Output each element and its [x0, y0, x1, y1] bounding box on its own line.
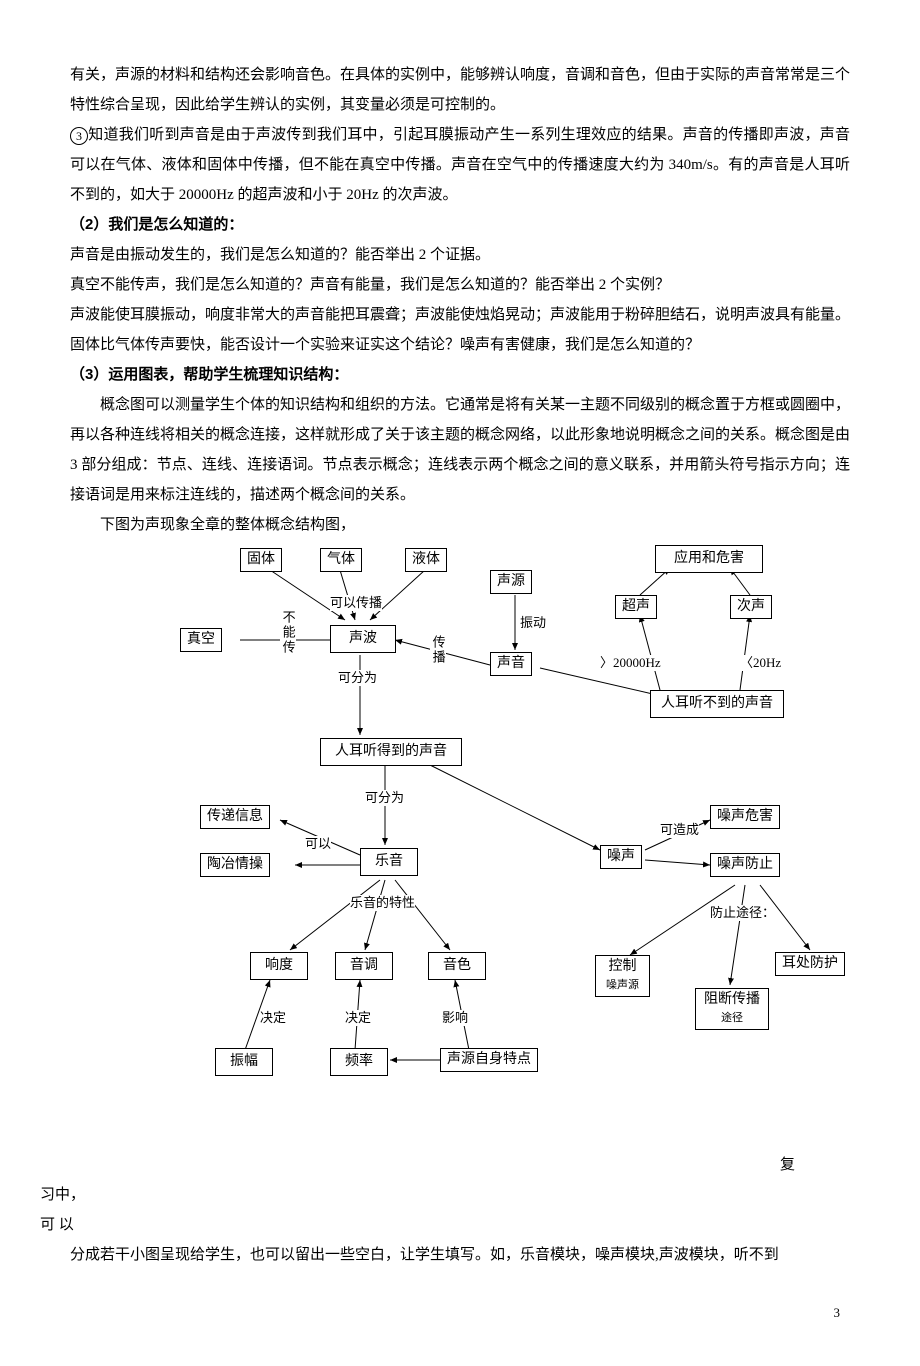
node-wave: 声波 — [330, 625, 396, 653]
node-solid: 固体 — [240, 548, 282, 572]
label-notprop: 不能传 — [280, 610, 296, 655]
node-ultra: 超声 — [615, 595, 657, 619]
node-nh: 噪声危害 — [710, 805, 780, 829]
circled-3: 3 — [70, 127, 88, 145]
heading-3: （3）运用图表，帮助学生梳理知识结构： — [70, 360, 850, 390]
hang3: 可 以 — [40, 1217, 74, 1233]
node-infra: 次声 — [730, 595, 772, 619]
label-div1: 可分为 — [338, 670, 377, 686]
hang-text: 复 习中， 可 以 — [40, 1150, 850, 1240]
label-gt: 〉20000Hz — [600, 655, 661, 671]
node-app: 应用和危害 — [655, 545, 763, 573]
heading-2: （2）我们是怎么知道的： — [70, 210, 850, 240]
label-way: 防止途径： — [710, 905, 775, 921]
label-div2: 可分为 — [365, 790, 404, 806]
node-music: 乐音 — [360, 848, 418, 876]
node-ear: 耳处防护 — [775, 952, 845, 976]
node-emo: 陶冶情操 — [200, 853, 270, 877]
node-pitch: 音调 — [335, 952, 393, 980]
node-info: 传递信息 — [200, 805, 270, 829]
node-noise: 噪声 — [600, 845, 642, 869]
hang1: 复 — [780, 1157, 795, 1173]
paragraph-2: 3知道我们听到声音是由于声波传到我们耳中，引起耳膜振动产生一系列生理效应的结果。… — [70, 120, 850, 210]
node-loud: 响度 — [250, 952, 308, 980]
label-canprop: 可以传播 — [330, 595, 382, 611]
paragraph-8: 分成若干小图呈现给学生，也可以留出一些空白，让学生填写。如，乐音模块，噪声模块,… — [70, 1240, 850, 1270]
node-aud: 人耳听得到的声音 — [320, 738, 462, 766]
label-vib: 振动 — [520, 615, 546, 631]
node-ctrl: 控制噪声源 — [595, 955, 650, 997]
ctrl-l2: 噪声源 — [606, 979, 639, 991]
node-sound: 声音 — [490, 652, 532, 676]
label-can: 可以 — [305, 836, 331, 852]
paragraph-4: 真空不能传声，我们是怎么知道的？声音有能量，我们是怎么知道的？能否举出 2 个实… — [70, 270, 850, 300]
paragraph-7: 下图为声现象全章的整体概念结构图， — [70, 510, 850, 540]
node-inaud: 人耳听不到的声音 — [650, 690, 784, 718]
label-decide1: 决定 — [260, 1010, 286, 1026]
node-timbre: 音色 — [428, 952, 486, 980]
node-source: 声源 — [490, 570, 532, 594]
paragraph-6: 概念图可以测量学生个体的知识结构和组织的方法。它通常是将有关某一主题不同级别的概… — [70, 390, 850, 510]
node-gas: 气体 — [320, 548, 362, 572]
paragraph-3: 声音是由振动发生的，我们是怎么知道的？能否举出 2 个证据。 — [70, 240, 850, 270]
block-l1: 阻断传播 — [704, 992, 760, 1007]
paragraph-5: 声波能使耳膜振动，响度非常大的声音能把耳震聋；声波能使烛焰晃动；声波能用于粉碎胆… — [70, 300, 850, 360]
node-block: 阻断传播途径 — [695, 988, 769, 1030]
label-affect: 影响 — [442, 1010, 468, 1026]
node-amp: 振幅 — [215, 1048, 273, 1076]
label-cause: 可造成 — [660, 822, 699, 838]
node-self: 声源自身特点 — [440, 1048, 538, 1072]
node-freq: 频率 — [330, 1048, 388, 1076]
label-lt: 〈20Hz — [740, 655, 781, 671]
hang2: 习中， — [40, 1187, 85, 1203]
node-liquid: 液体 — [405, 548, 447, 572]
paragraph-1: 有关，声源的材料和结构还会影响音色。在具体的实例中，能够辨认响度，音调和音色，但… — [70, 60, 850, 120]
node-vacuum: 真空 — [180, 628, 222, 652]
concept-map: 固体 气体 液体 真空 声波 声源 声音 应用和危害 超声 次声 人耳听不到的声… — [170, 540, 870, 1150]
label-decide2: 决定 — [345, 1010, 371, 1026]
label-feat: 乐音的特性 — [350, 895, 415, 911]
label-prop: 传播 — [430, 635, 446, 665]
p2-text: 知道我们听到声音是由于声波传到我们耳中，引起耳膜振动产生一系列生理效应的结果。声… — [70, 127, 850, 203]
node-np: 噪声防止 — [710, 853, 780, 877]
ctrl-l1: 控制 — [609, 959, 637, 974]
page-number: 3 — [70, 1300, 850, 1326]
block-l2: 途径 — [721, 1012, 743, 1024]
